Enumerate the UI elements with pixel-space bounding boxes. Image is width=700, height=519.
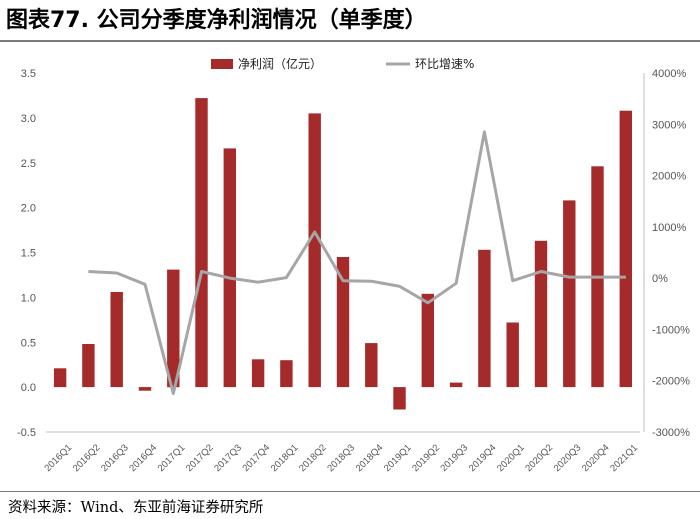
right-axis-tick-label: -2000% xyxy=(652,376,690,388)
bar-2016Q3 xyxy=(110,292,123,388)
x-axis-tick-label: 2020Q3 xyxy=(552,442,584,474)
x-axis-tick-label: 2017Q2 xyxy=(184,442,216,474)
line-series xyxy=(88,130,626,395)
left-axis-tick-label: 0.5 xyxy=(21,337,36,349)
legend-line-label: 环比增速% xyxy=(415,57,474,71)
x-axis-tick-label: 2017Q3 xyxy=(212,442,244,474)
x-axis-tick-label: 2017Q4 xyxy=(241,442,273,474)
right-axis-tick-label: 1000% xyxy=(652,222,686,234)
chart-title: 图表77. 公司分季度净利润情况（单季度） xyxy=(6,8,427,33)
left-axis-tick-label: 3.5 xyxy=(21,68,36,80)
bar-2017Q3 xyxy=(223,148,236,388)
x-axis-tick-label: 2020Q1 xyxy=(495,442,527,474)
x-axis-tick-label: 2019Q3 xyxy=(439,442,471,474)
bar-2017Q4 xyxy=(251,359,265,388)
bar-2016Q2 xyxy=(82,344,95,388)
legend-bar-swatch xyxy=(211,59,233,69)
x-axis-tick-label: 2018Q2 xyxy=(297,442,329,474)
left-axis-tick-label: 2.0 xyxy=(21,203,36,215)
x-axis-tick-label: 2019Q2 xyxy=(410,442,442,474)
x-axis-tick-label: 2020Q2 xyxy=(523,442,555,474)
bar-2019Q4 xyxy=(478,249,491,388)
legend: 净利润（亿元） 环比增速% xyxy=(211,56,474,71)
x-axis-tick-label: 2018Q4 xyxy=(354,442,386,474)
bar-2019Q3 xyxy=(449,382,463,388)
x-axis-tick-label: 2019Q4 xyxy=(467,442,499,474)
bar-2018Q4 xyxy=(365,343,378,388)
left-axis-tick-label: 2.5 xyxy=(21,158,36,170)
bar-2020Q2 xyxy=(534,240,548,388)
bar-2017Q2 xyxy=(195,98,208,388)
bar-2018Q2 xyxy=(308,113,321,388)
x-axis-tick-label: 2016Q1 xyxy=(43,442,75,474)
bar-2018Q1 xyxy=(280,360,293,388)
right-axis-tick-label: 3000% xyxy=(652,119,686,131)
x-axis-tick-label: 2018Q1 xyxy=(269,442,301,474)
bar-2016Q1 xyxy=(53,368,67,388)
x-axis-tick-label: 2018Q3 xyxy=(325,442,357,474)
source-divider xyxy=(0,491,700,492)
x-axis: 2016Q12016Q22016Q32016Q42017Q12017Q22017… xyxy=(43,431,640,474)
line-growth-rate xyxy=(88,130,626,395)
bar-2020Q1 xyxy=(506,322,519,388)
right-axis-tick-label: -1000% xyxy=(652,324,690,336)
bar-2020Q3 xyxy=(563,200,576,388)
right-axis-tick-label: 2000% xyxy=(652,171,686,183)
bar-2019Q2 xyxy=(421,293,434,388)
left-axis: -0.5 0.0 0.5 1.0 1.5 2.0 2.5 3.0 3.5 xyxy=(17,68,36,439)
left-axis-tick-label: 1.0 xyxy=(21,292,36,304)
right-axis: -3000% -2000% -1000% 0% 1000% 2000% 3000% 4000% xyxy=(643,68,690,439)
bar-2016Q4 xyxy=(138,387,152,391)
bar-2021Q1 xyxy=(619,110,632,388)
x-axis-tick-label: 2021Q1 xyxy=(608,442,640,474)
right-axis-tick-label: -3000% xyxy=(652,427,690,439)
bar-2017Q1 xyxy=(167,269,180,388)
bar-series xyxy=(53,98,632,410)
x-axis-tick-label: 2016Q4 xyxy=(127,442,159,474)
left-axis-tick-label: 0.0 xyxy=(21,382,36,394)
x-axis-tick-label: 2020Q4 xyxy=(580,442,612,474)
left-axis-tick-label: 3.0 xyxy=(21,113,36,125)
title-divider xyxy=(0,40,700,42)
x-axis-tick-label: 2016Q3 xyxy=(99,442,131,474)
legend-bar-label: 净利润（亿元） xyxy=(238,56,322,71)
right-axis-tick-label: 4000% xyxy=(652,68,686,80)
source-note: 资料来源：Wind、东亚前海证券研究所 xyxy=(8,500,264,516)
bar-2018Q3 xyxy=(336,257,350,388)
right-axis-tick-label: 0% xyxy=(652,273,668,285)
x-axis-tick-label: 2017Q1 xyxy=(156,442,188,474)
x-axis-tick-label: 2016Q2 xyxy=(71,442,103,474)
left-axis-tick-label: -0.5 xyxy=(17,427,36,439)
x-axis-tick-label: 2019Q1 xyxy=(382,442,414,474)
left-axis-tick-label: 1.5 xyxy=(21,248,36,260)
bar-2019Q1 xyxy=(393,387,406,410)
